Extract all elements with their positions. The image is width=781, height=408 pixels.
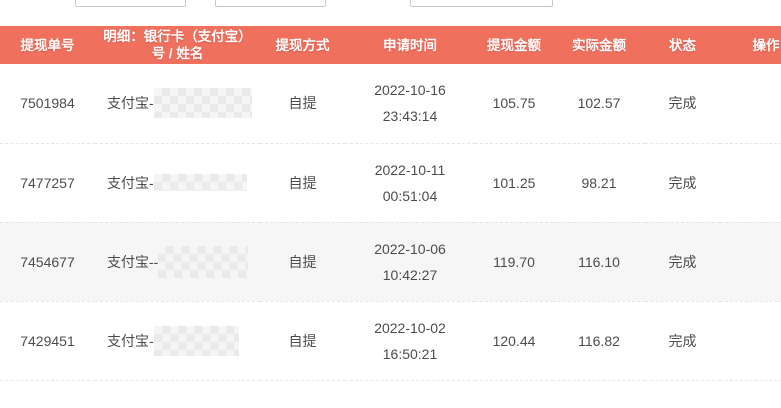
withdraw-method: 自提 — [260, 301, 345, 381]
withdraw-order-no: 7429451 — [0, 301, 95, 381]
table-header: 提现单号 明细：银行卡（支付宝）号 / 姓名 提现方式 申请时间 提现金额 实际… — [0, 26, 781, 64]
operation-cell — [720, 143, 781, 223]
withdraw-amount: 119.70 — [475, 222, 553, 302]
col-header-method: 提现方式 — [260, 26, 345, 64]
filter-input-2[interactable] — [215, 0, 326, 7]
col-header-actual: 实际金额 — [553, 26, 645, 64]
withdraw-order-no: 7477257 — [0, 143, 95, 223]
withdraw-amount: 101.25 — [475, 143, 553, 223]
col-header-order-no: 提现单号 — [0, 26, 95, 64]
withdraw-method: 自提 — [260, 64, 345, 144]
status-text: 完成 — [645, 143, 720, 223]
apply-date: 2022-10-16 — [374, 82, 446, 99]
col-header-apply-time: 申请时间 — [345, 26, 475, 64]
detail-prefix: 支付宝- — [107, 174, 154, 191]
col-header-operation: 操作 — [720, 26, 781, 64]
apply-time: 16:50:21 — [382, 345, 438, 362]
withdraw-records-table-viewport: 提现单号 明细：银行卡（支付宝）号 / 姓名 提现方式 申请时间 提现金额 实际… — [0, 26, 781, 381]
apply-time: 00:51:04 — [382, 187, 438, 204]
actual-amount: 116.82 — [553, 301, 645, 381]
detail-cell: 支付宝-- — [95, 222, 260, 302]
filter-input-1[interactable] — [75, 0, 186, 7]
apply-date: 2022-10-11 — [374, 161, 446, 178]
detail-prefix: 支付宝-- — [107, 253, 159, 270]
operation-cell — [720, 64, 781, 144]
status-text: 完成 — [645, 301, 720, 381]
table-row: 7501984 支付宝- 自提 2022-10-16 23:43:14 105.… — [0, 64, 781, 144]
actual-amount: 102.57 — [553, 64, 645, 144]
apply-date: 2022-10-06 — [374, 240, 446, 257]
operation-cell — [720, 301, 781, 381]
col-header-amount: 提现金额 — [475, 26, 553, 64]
apply-date: 2022-10-02 — [374, 319, 446, 336]
redacted-account-blur — [153, 325, 239, 356]
withdraw-records-table: 提现单号 明细：银行卡（支付宝）号 / 姓名 提现方式 申请时间 提现金额 实际… — [0, 26, 781, 381]
detail-cell: 支付宝- — [95, 143, 260, 223]
withdraw-order-no: 7501984 — [0, 64, 95, 144]
detail-prefix: 支付宝- — [107, 95, 154, 112]
redacted-account-blur — [153, 174, 247, 191]
filter-input-3[interactable] — [410, 0, 553, 7]
status-text: 完成 — [645, 222, 720, 302]
detail-prefix: 支付宝- — [107, 332, 154, 349]
detail-cell: 支付宝- — [95, 301, 260, 381]
apply-time-cell: 2022-10-02 16:50:21 — [345, 301, 475, 381]
table-row: 7477257 支付宝- 自提 2022-10-11 00:51:04 101.… — [0, 143, 781, 223]
redacted-account-blur — [158, 245, 249, 278]
apply-time: 10:42:27 — [382, 266, 438, 283]
operation-cell — [720, 222, 781, 302]
withdraw-method: 自提 — [260, 143, 345, 223]
actual-amount: 116.10 — [553, 222, 645, 302]
actual-amount: 98.21 — [553, 143, 645, 223]
table-row: 7454677 支付宝-- 自提 2022-10-06 10:42:27 119… — [0, 222, 781, 302]
redacted-account-blur — [153, 88, 252, 119]
detail-cell: 支付宝- — [95, 64, 260, 144]
apply-time: 23:43:14 — [382, 108, 438, 125]
withdraw-method: 自提 — [260, 222, 345, 302]
col-header-status: 状态 — [645, 26, 720, 64]
status-text: 完成 — [645, 64, 720, 144]
withdraw-amount: 105.75 — [475, 64, 553, 144]
withdraw-order-no: 7454677 — [0, 222, 95, 302]
withdraw-amount: 120.44 — [475, 301, 553, 381]
apply-time-cell: 2022-10-11 00:51:04 — [345, 143, 475, 223]
apply-time-cell: 2022-10-06 10:42:27 — [345, 222, 475, 302]
col-header-detail: 明细：银行卡（支付宝）号 / 姓名 — [95, 26, 260, 64]
apply-time-cell: 2022-10-16 23:43:14 — [345, 64, 475, 144]
table-row: 7429451 支付宝- 自提 2022-10-02 16:50:21 120.… — [0, 301, 781, 381]
